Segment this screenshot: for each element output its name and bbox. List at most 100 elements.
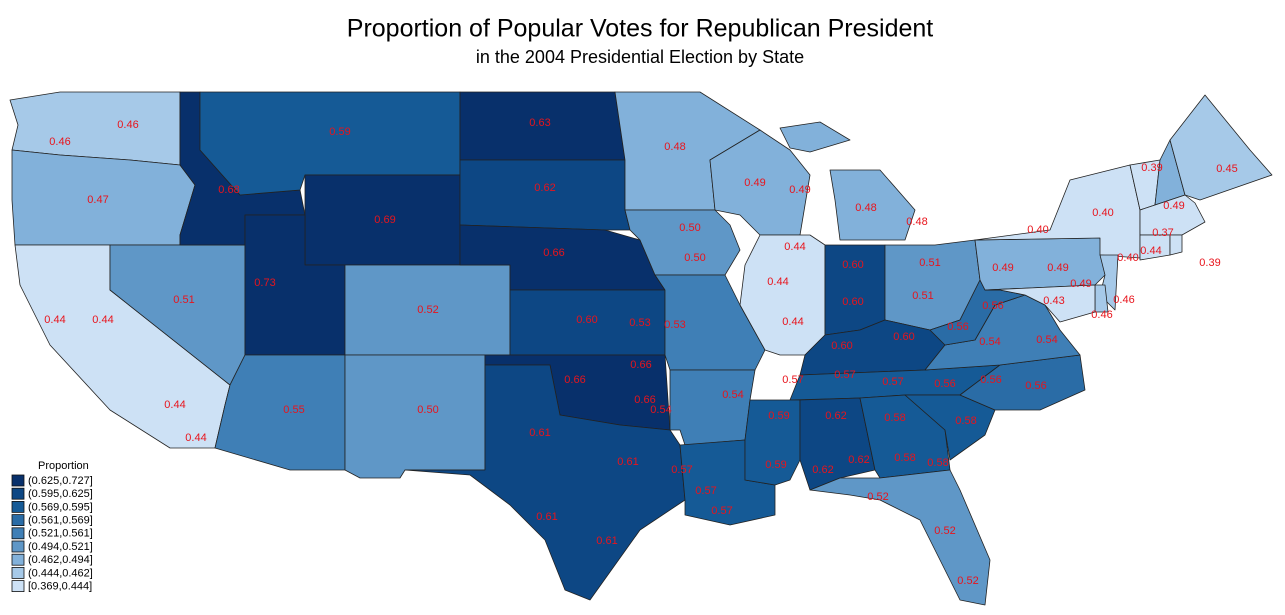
- state-label: 0.44: [1140, 245, 1161, 257]
- state-label: 0.63: [529, 117, 550, 129]
- state-label: 0.50: [417, 404, 438, 416]
- state-label: 0.45: [1216, 163, 1237, 175]
- legend: Proportion (0.625,0.727](0.595,0.625](0.…: [11, 460, 93, 593]
- state-label: 0.51: [173, 294, 194, 306]
- state-label: 0.40: [1092, 207, 1113, 219]
- state-label: 0.57: [695, 485, 716, 497]
- state-label: 0.57: [671, 464, 692, 476]
- legend-label: (0.444,0.462]: [28, 567, 93, 579]
- state-label: 0.58: [894, 452, 915, 464]
- state-label: 0.59: [329, 126, 350, 138]
- state-label: 0.52: [957, 575, 978, 587]
- state-label: 0.44: [44, 314, 65, 326]
- state-label: 0.46: [1091, 309, 1112, 321]
- state-label: 0.54: [722, 389, 743, 401]
- legend-swatch: [11, 487, 25, 500]
- state-label: 0.47: [87, 194, 108, 206]
- state-label: 0.50: [679, 222, 700, 234]
- state-label: 0.48: [906, 216, 927, 228]
- state-label: 0.61: [617, 456, 638, 468]
- state-label: 0.57: [834, 369, 855, 381]
- state-label: 0.51: [919, 257, 940, 269]
- state-label: 0.58: [884, 412, 905, 424]
- legend-label: (0.494,0.521]: [28, 541, 93, 553]
- state-label: 0.60: [842, 259, 863, 271]
- state: [809, 469, 991, 606]
- state-label: 0.44: [185, 432, 206, 444]
- state-label: 0.73: [254, 277, 275, 289]
- legend-label: (0.625,0.727]: [28, 475, 93, 487]
- legend-label: (0.569,0.595]: [28, 501, 93, 513]
- state-label: 0.44: [164, 399, 185, 411]
- state-label: 0.44: [767, 276, 788, 288]
- legend-label: [0.369,0.444]: [28, 581, 92, 593]
- state-label: 0.49: [789, 184, 810, 196]
- state-label: 0.54: [1036, 334, 1057, 346]
- legend-swatch: [11, 567, 25, 579]
- state-label: 0.60: [576, 314, 597, 326]
- map-title: Proportion of Popular Votes for Republic…: [347, 15, 934, 43]
- state-label: 0.40: [1117, 252, 1138, 264]
- legend-swatch: [11, 580, 25, 592]
- state-label: 0.58: [955, 415, 976, 427]
- legend-swatch: [11, 474, 25, 487]
- state-label: 0.69: [374, 214, 395, 226]
- state-label: 0.61: [529, 427, 550, 439]
- state-label: 0.61: [596, 535, 617, 547]
- state-label: 0.60: [831, 340, 852, 352]
- state-label: 0.61: [536, 511, 557, 523]
- legend-swatch: [11, 553, 25, 566]
- state: [669, 369, 756, 446]
- map-subtitle: in the 2004 Presidential Election by Sta…: [476, 47, 804, 67]
- legend-title: Proportion: [38, 460, 89, 472]
- state-label: 0.57: [711, 505, 732, 517]
- legend-swatch: [11, 514, 25, 526]
- legend-label: (0.595,0.625]: [28, 488, 93, 500]
- state-label: 0.37: [1152, 227, 1173, 239]
- state-label: 0.66: [634, 394, 655, 406]
- state-label: 0.62: [825, 410, 846, 422]
- state-label: 0.62: [534, 182, 555, 194]
- state-label: 0.52: [867, 491, 888, 503]
- state-label: 0.53: [629, 317, 650, 329]
- state: [739, 234, 826, 356]
- state-label: 0.57: [882, 376, 903, 388]
- state-label: 0.49: [1163, 200, 1184, 212]
- legend-label: (0.462,0.494]: [28, 554, 93, 566]
- states: [9, 91, 1273, 606]
- state-label: 0.44: [784, 241, 805, 253]
- state-label: 0.40: [1027, 224, 1048, 236]
- legend-swatch: [11, 500, 25, 513]
- state-label: 0.68: [218, 184, 239, 196]
- state-label: 0.46: [117, 119, 138, 131]
- state: [984, 284, 1096, 323]
- state-label: 0.50: [684, 252, 705, 264]
- state-label: 0.54: [979, 336, 1000, 348]
- state-label: 0.56: [1025, 380, 1046, 392]
- state-label: 0.59: [768, 410, 789, 422]
- state: [779, 121, 851, 153]
- labels: 0.460.460.470.44 0.440.440.440.510.680.59…: [44, 117, 1237, 587]
- state-label: 0.39: [1199, 257, 1220, 269]
- state-label: 0.55: [283, 404, 304, 416]
- state-label: 0.56: [982, 300, 1003, 312]
- state-label: 0.44: [92, 314, 113, 326]
- state-label: 0.62: [848, 454, 869, 466]
- state-label: 0.43: [1043, 295, 1064, 307]
- state-label: 0.39: [1141, 162, 1162, 174]
- state: [1169, 234, 1183, 256]
- state-label: 0.52: [417, 304, 438, 316]
- state-label: 0.46: [1113, 294, 1134, 306]
- state-label: 0.48: [855, 202, 876, 214]
- state: [404, 364, 686, 601]
- legend-label: (0.561,0.569]: [28, 515, 93, 527]
- state-label: 0.66: [564, 374, 585, 386]
- state-label: 0.56: [980, 374, 1001, 386]
- state-label: 0.58: [927, 457, 948, 469]
- state-label: 0.53: [664, 319, 685, 331]
- state-label: 0.49: [992, 262, 1013, 274]
- state-label: 0.59: [765, 459, 786, 471]
- state-label: 0.60: [893, 331, 914, 343]
